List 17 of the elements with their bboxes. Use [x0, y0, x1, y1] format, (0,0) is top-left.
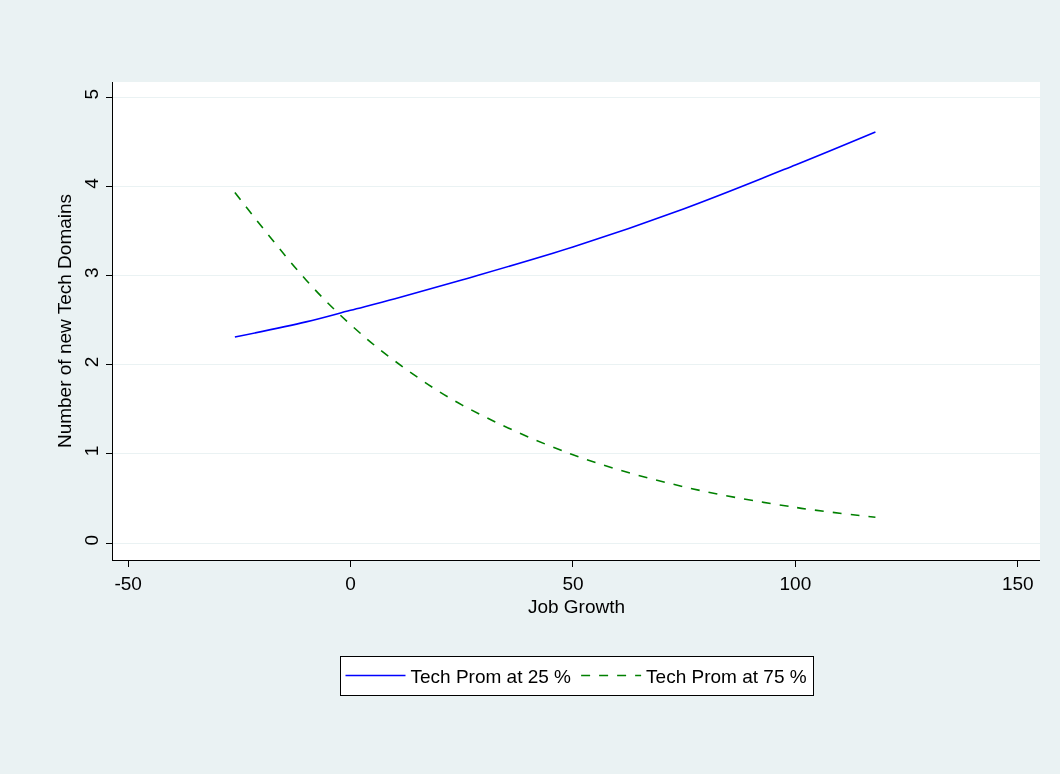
- x-tick-label: 100: [779, 572, 812, 594]
- y-tick-label: 3: [81, 267, 103, 278]
- y-tick-label: 1: [81, 445, 103, 457]
- line-series: [234, 131, 877, 338]
- x-tick-label: -50: [114, 572, 142, 594]
- legend-label: Tech Prom at 75 %: [646, 665, 807, 687]
- x-tick-label: 0: [345, 572, 356, 594]
- y-tick-label: 5: [81, 89, 103, 100]
- x-tick-label: 50: [562, 572, 584, 594]
- y-tick-label: 0: [81, 534, 103, 546]
- y-axis-title: Number of new Tech Domains: [54, 193, 76, 449]
- y-tick-label: 2: [81, 356, 103, 368]
- x-axis-title: Job Growth: [527, 595, 626, 617]
- legend-label: Tech Prom at 25 %: [410, 665, 572, 687]
- line-series: [234, 191, 877, 518]
- x-tick-label: 150: [1001, 572, 1034, 594]
- y-tick-label: 4: [81, 177, 103, 189]
